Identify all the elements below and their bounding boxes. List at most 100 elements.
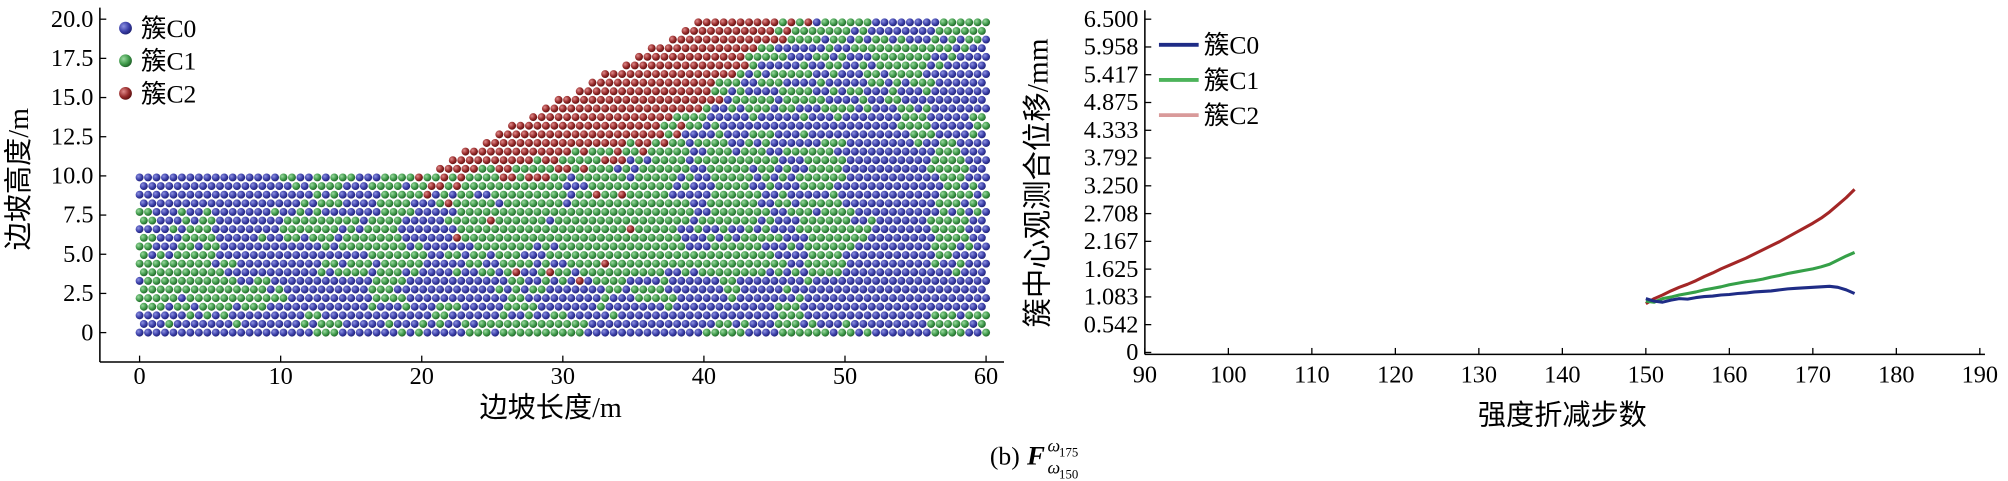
particle-c0 <box>884 147 893 156</box>
particle-c2 <box>529 130 538 139</box>
particle-c0 <box>965 87 974 96</box>
particle-c1 <box>436 320 445 328</box>
particle-c1 <box>905 52 914 61</box>
particle-c1 <box>766 130 775 139</box>
particle-c1 <box>880 35 889 44</box>
particle-c2 <box>580 147 588 156</box>
particle-c1 <box>829 35 838 44</box>
left-y-tick-label: 17.5 <box>51 45 94 72</box>
particle-c1 <box>537 233 546 242</box>
particle-c1 <box>376 216 385 225</box>
particle-c0 <box>783 268 792 277</box>
particle-c1 <box>347 225 356 234</box>
particle-c0 <box>931 173 940 182</box>
particle-c0 <box>673 302 682 311</box>
particle-c0 <box>812 207 821 216</box>
particle-c0 <box>884 302 893 311</box>
particle-c0 <box>863 190 872 199</box>
particle-c1 <box>588 147 597 156</box>
particle-c0 <box>884 182 893 191</box>
particle-c2 <box>465 156 474 165</box>
particle-c0 <box>901 233 910 242</box>
particle-c1 <box>389 259 398 268</box>
particle-c0 <box>914 18 923 27</box>
particle-c0 <box>152 225 161 234</box>
particle-c1 <box>575 190 584 199</box>
particle-c0 <box>914 259 923 268</box>
particle-c1 <box>541 276 550 285</box>
particle-c1 <box>254 294 263 303</box>
particle-c1 <box>783 302 792 311</box>
particle-c2 <box>745 35 754 44</box>
particle-c2 <box>643 52 652 61</box>
particle-c1 <box>944 216 952 225</box>
particle-c0 <box>817 285 825 294</box>
particle-c0 <box>161 207 169 216</box>
particle-c2 <box>520 130 529 139</box>
particle-c0 <box>211 190 220 199</box>
particle-c0 <box>762 276 770 285</box>
particle-c0 <box>690 199 699 208</box>
particle-c1 <box>817 199 825 208</box>
particle-c0 <box>910 216 919 225</box>
particle-c0 <box>897 207 906 216</box>
particle-c1 <box>783 164 792 173</box>
particle-c2 <box>478 147 487 156</box>
particle-c1 <box>707 199 715 208</box>
particle-c0 <box>651 311 660 320</box>
particle-c2 <box>694 87 703 96</box>
particle-c1 <box>596 251 605 259</box>
particle-c1 <box>872 35 880 44</box>
particle-c1 <box>855 87 864 96</box>
particle-c1 <box>279 173 288 182</box>
particle-c0 <box>965 225 974 234</box>
particle-c1 <box>461 233 470 242</box>
particle-c1 <box>431 173 440 182</box>
particle-c1 <box>440 311 449 320</box>
particle-c0 <box>588 302 597 311</box>
particle-c0 <box>643 311 652 320</box>
particle-c2 <box>580 113 588 122</box>
particle-c1 <box>939 328 948 337</box>
particle-c1 <box>677 242 686 251</box>
particle-c1 <box>135 259 144 268</box>
particle-c0 <box>863 173 872 182</box>
particle-c0 <box>317 251 326 259</box>
particle-c0 <box>944 285 952 294</box>
particle-c1 <box>664 216 673 225</box>
particle-c1 <box>283 216 292 225</box>
particle-c0 <box>791 285 800 294</box>
particle-c0 <box>237 328 246 337</box>
particle-c1 <box>478 233 487 242</box>
particle-c1 <box>888 52 897 61</box>
particle-c2 <box>571 95 580 104</box>
particle-c1 <box>406 173 415 182</box>
particle-c1 <box>533 328 542 337</box>
particle-c0 <box>419 199 428 208</box>
particle-c1 <box>643 294 652 303</box>
particle-c1 <box>817 95 825 104</box>
particle-c0 <box>956 52 965 61</box>
particle-c1 <box>152 276 161 285</box>
particle-c0 <box>922 35 931 44</box>
particle-c1 <box>660 242 669 251</box>
particle-c1 <box>808 216 817 225</box>
particle-c1 <box>292 233 301 242</box>
particle-c1 <box>778 104 787 113</box>
particle-c2 <box>533 139 542 147</box>
particle-c1 <box>905 121 914 130</box>
particle-c1 <box>927 164 936 173</box>
particle-c1 <box>347 173 356 182</box>
particle-c0 <box>914 156 923 165</box>
particle-c1 <box>385 285 394 294</box>
particle-c0 <box>863 242 872 251</box>
particle-c0 <box>918 251 927 259</box>
particle-c0 <box>402 182 411 191</box>
particle-c0 <box>287 190 296 199</box>
particle-c0 <box>791 61 800 70</box>
particle-c1 <box>774 320 783 328</box>
particle-c1 <box>944 320 952 328</box>
particle-c0 <box>410 285 419 294</box>
particle-c0 <box>850 320 859 328</box>
particle-c0 <box>944 113 952 122</box>
